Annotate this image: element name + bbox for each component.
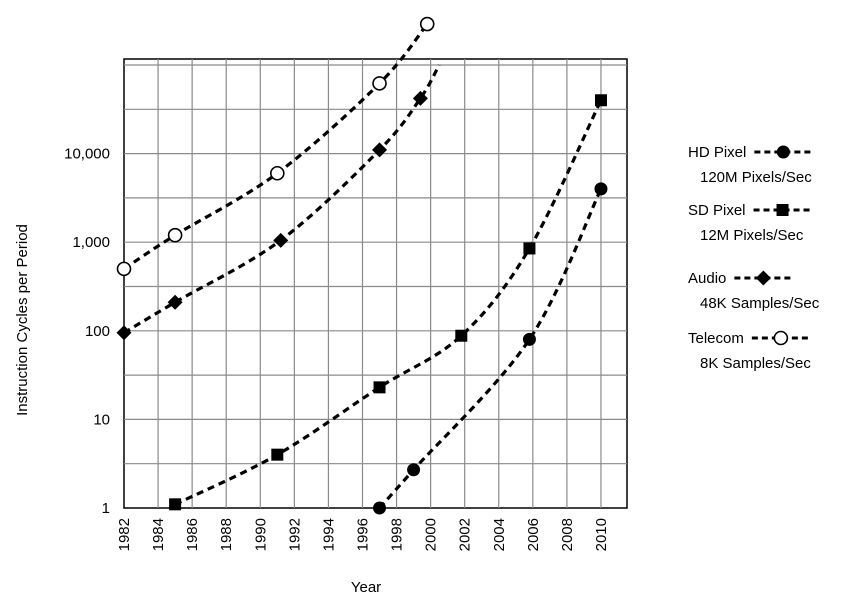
series-point-3	[167, 227, 183, 243]
x-tick-label: 1988	[218, 518, 235, 551]
legend-entry-name: Audio	[688, 270, 726, 287]
series-point-0	[373, 501, 387, 515]
x-axis-label: Year	[351, 579, 381, 596]
legend-entry-subtitle: 48K Samples/Sec	[700, 295, 820, 312]
series-point-2	[412, 90, 428, 106]
y-tick-label: 10,000	[64, 146, 110, 163]
series-point-1	[455, 329, 468, 342]
y-tick-label: 10	[93, 411, 110, 428]
series-point-1	[373, 381, 386, 394]
series-point-1	[523, 242, 536, 255]
x-tick-label: 1996	[354, 518, 371, 551]
legend-entry-name: SD Pixel	[688, 202, 746, 219]
series-line-1	[174, 99, 603, 506]
x-tick-label: 1982	[116, 518, 133, 551]
legend-entry-name: Telecom	[688, 330, 744, 347]
x-tick-label: 1990	[252, 518, 269, 551]
y-axis-label: Instruction Cycles per Period	[14, 224, 31, 416]
series-point-1	[271, 448, 284, 461]
series-point-1	[169, 498, 182, 511]
legend-swatch-marker	[776, 145, 790, 159]
series-point-3	[270, 165, 285, 181]
x-tick-label: 1994	[320, 518, 337, 551]
x-tick-label: 1984	[150, 518, 167, 551]
x-tick-label: 1986	[184, 518, 201, 551]
y-tick-label: 1,000	[72, 234, 110, 251]
legend-entry-name: HD Pixel	[688, 144, 746, 161]
x-tick-label: 2006	[525, 518, 542, 551]
legend-swatch-marker	[776, 204, 789, 216]
x-tick-label: 2008	[559, 518, 576, 551]
series-point-2	[167, 294, 183, 310]
series-line-2	[123, 64, 441, 335]
legend-swatch-marker	[755, 270, 771, 286]
x-tick-label: 2000	[423, 518, 440, 551]
x-tick-label: 1992	[286, 518, 303, 551]
y-tick-label: 100	[85, 323, 110, 340]
series-point-3	[419, 16, 435, 32]
grid	[123, 58, 628, 509]
y-tick-label: 1	[102, 500, 110, 517]
series-point-0	[407, 463, 421, 477]
x-tick-labels: 1982 1984 1986 1988 1990 1992 1994 1996 1998 2000…	[116, 518, 610, 551]
x-tick-label: 1998	[389, 518, 406, 551]
y-tick-labels: 1 10 100 1,000 10,000	[64, 146, 110, 517]
series-point-0	[522, 332, 536, 346]
x-tick-label: 2004	[491, 518, 508, 551]
series-markers	[116, 16, 608, 515]
legend: HD Pixel 120M Pixels/Sec SD Pixel 12M Pixel…	[688, 144, 820, 372]
series-point-2	[372, 142, 388, 158]
series-point-0	[594, 182, 608, 196]
series-point-1	[594, 94, 607, 107]
series-point-2	[116, 325, 132, 341]
legend-entry-subtitle: 120M Pixels/Sec	[700, 169, 812, 186]
series-point-3	[116, 261, 132, 277]
series-point-3	[372, 76, 387, 91]
plot-frame	[123, 58, 628, 509]
x-tick-label: 2010	[593, 518, 610, 551]
legend-entry-subtitle: 12M Pixels/Sec	[700, 227, 804, 244]
legend-entry-subtitle: 8K Samples/Sec	[700, 355, 811, 372]
series-line-0	[378, 188, 603, 510]
series-point-2	[273, 232, 289, 248]
legend-swatch-marker	[773, 330, 789, 346]
x-tick-label: 2002	[457, 518, 474, 551]
